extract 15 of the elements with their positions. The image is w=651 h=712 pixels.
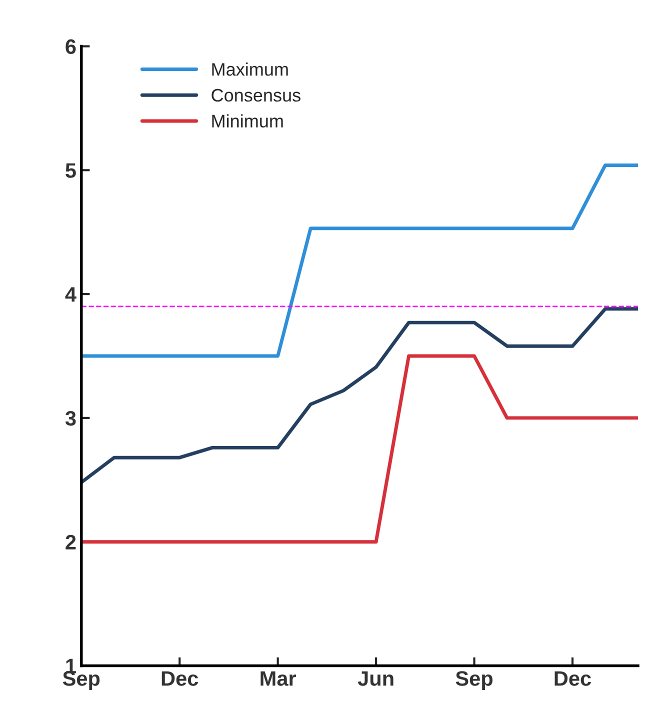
y-tick-label: 2 (66, 534, 76, 550)
y-tick-label: 3 (65, 410, 76, 426)
x-tick-label: Mar (260, 671, 296, 686)
y-tick-label: 6 (66, 39, 76, 54)
x-tick-label: Dec (554, 671, 591, 686)
x-tick-label: Dec (162, 671, 198, 686)
y-tick-label: 4 (65, 287, 76, 302)
y-tick-label: 5 (66, 163, 76, 178)
legend-label: Consensus (212, 88, 300, 102)
line-series (81, 307, 638, 484)
legend-label: Minimum (212, 114, 283, 128)
legend-label: Maximum (212, 62, 288, 76)
x-tick-label: Jun (358, 671, 394, 686)
x-tick-label: Sep (62, 671, 100, 690)
x-tick-label: Sep (456, 671, 493, 690)
